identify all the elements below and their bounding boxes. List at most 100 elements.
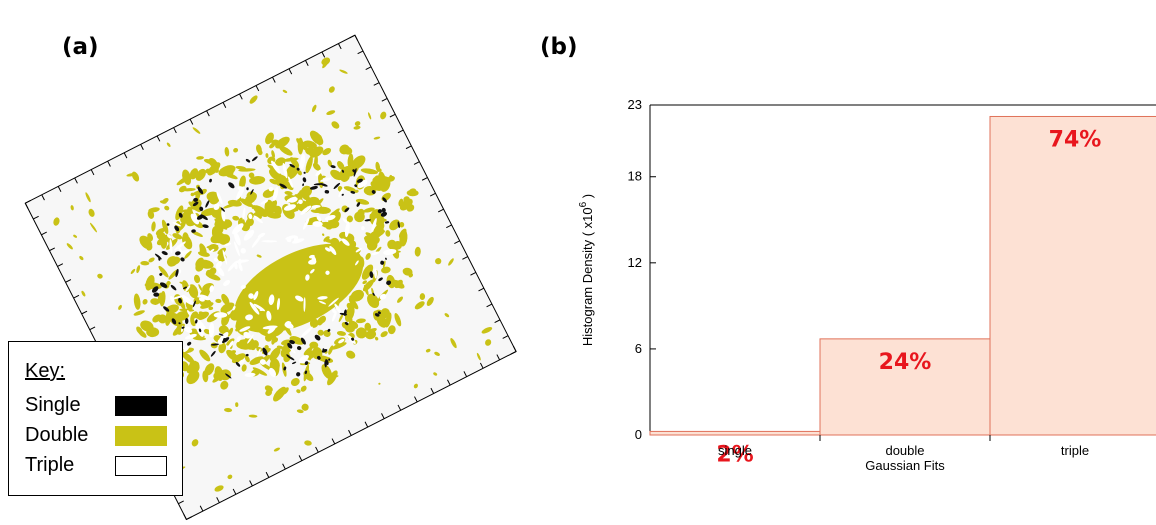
- double-fleck: [317, 134, 323, 146]
- double-fleck: [317, 267, 323, 274]
- single-region: [251, 156, 258, 162]
- double-fleck: [212, 375, 222, 383]
- double-fleck: [248, 414, 258, 418]
- double-fleck: [419, 293, 426, 301]
- triple-region: [295, 295, 304, 302]
- double-region: [315, 206, 331, 214]
- double-fleck: [476, 352, 481, 361]
- double-region: [289, 336, 305, 345]
- double-region: [136, 265, 141, 274]
- single-region: [181, 326, 185, 329]
- single-region: [178, 212, 183, 218]
- double-fleck: [338, 313, 344, 322]
- triple-region: [374, 268, 377, 279]
- single-region: [225, 373, 232, 379]
- double-fleck: [373, 136, 381, 140]
- triple-region: [284, 321, 292, 328]
- double-region: [336, 330, 346, 336]
- triple-region: [320, 177, 332, 182]
- double-region: [282, 157, 299, 162]
- double-fleck: [450, 337, 457, 349]
- single-region: [262, 347, 268, 356]
- single-region: [175, 268, 179, 278]
- double-fleck: [202, 313, 207, 319]
- double-region: [245, 218, 254, 227]
- triple-region: [166, 234, 172, 239]
- single-region: [235, 361, 241, 367]
- triple-region: [342, 218, 349, 225]
- double-region: [211, 164, 219, 173]
- double-region: [148, 257, 155, 263]
- double-fleck: [378, 382, 381, 385]
- triple-region: [185, 333, 197, 340]
- triple-region: [357, 179, 368, 189]
- double-fleck: [136, 326, 143, 335]
- triple-region: [271, 160, 281, 174]
- double-fleck: [195, 257, 205, 269]
- single-region: [302, 183, 305, 187]
- single-region: [344, 321, 349, 326]
- triple-region: [232, 223, 244, 235]
- double-fleck: [409, 188, 417, 194]
- double-region: [271, 335, 277, 345]
- triple-region: [300, 326, 313, 338]
- triple-region: [213, 203, 220, 211]
- single-region: [288, 356, 295, 361]
- double-fleck: [235, 402, 239, 407]
- single-region: [175, 251, 181, 256]
- double-region: [152, 314, 162, 323]
- single-region: [356, 202, 361, 207]
- double-region: [182, 232, 189, 244]
- single-region: [327, 328, 331, 332]
- single-region: [372, 292, 375, 296]
- triple-region: [243, 331, 251, 339]
- double-region: [249, 356, 264, 365]
- single-region: [283, 366, 287, 371]
- double-fleck: [236, 196, 242, 206]
- double-region: [184, 250, 192, 259]
- single-region: [386, 280, 392, 285]
- double-fleck: [269, 143, 276, 149]
- single-region: [250, 189, 254, 195]
- triple-region: [239, 326, 251, 332]
- triple-region: [217, 339, 224, 345]
- double-fleck: [214, 485, 224, 492]
- double-region: [381, 266, 391, 274]
- double-region: [342, 146, 353, 155]
- double-fleck: [310, 198, 314, 204]
- single-region: [171, 318, 177, 325]
- histogram-chart: 0 6 12 18 23 2% 24% 74% single double triple Gaussi…: [578, 97, 1156, 473]
- single-region: [302, 177, 307, 183]
- double-region: [285, 164, 299, 180]
- single-region: [198, 328, 202, 333]
- double-region: [362, 280, 368, 285]
- single-region: [159, 282, 168, 289]
- double-fleck: [374, 336, 379, 341]
- double-region: [367, 327, 377, 334]
- single-region: [195, 319, 198, 324]
- double-fleck: [332, 208, 340, 216]
- double-fleck: [130, 268, 136, 274]
- double-region: [296, 389, 301, 394]
- double-fleck: [256, 254, 262, 258]
- double-region: [133, 293, 141, 310]
- double-region: [229, 354, 239, 361]
- single-region: [279, 183, 288, 189]
- triple-region: [253, 303, 266, 312]
- single-region: [178, 297, 183, 304]
- single-region: [341, 193, 344, 196]
- triple-region: [283, 204, 296, 211]
- double-region: [140, 261, 150, 266]
- double-fleck: [398, 228, 407, 239]
- single-region: [309, 185, 318, 190]
- double-region: [300, 385, 307, 392]
- double-fleck: [267, 305, 274, 310]
- double-fleck: [271, 150, 275, 159]
- single-region: [183, 286, 188, 290]
- double-region: [321, 364, 333, 380]
- triple-region: [268, 367, 277, 378]
- triple-region: [317, 296, 328, 300]
- double-fleck: [364, 322, 372, 331]
- double-fleck: [265, 153, 269, 158]
- double-region: [220, 380, 229, 390]
